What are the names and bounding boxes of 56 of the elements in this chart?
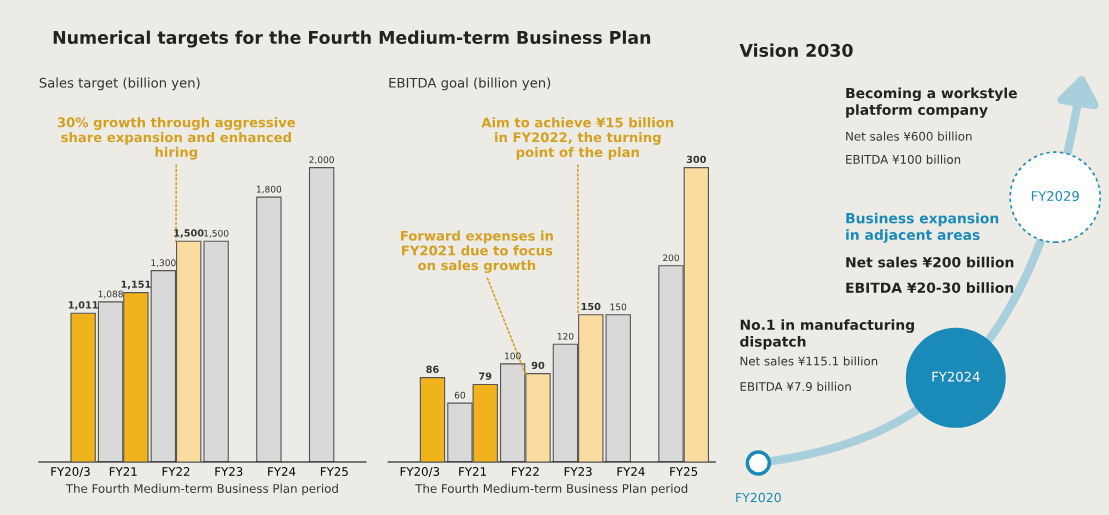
bar [256,196,282,462]
text: FY2020 [736,492,781,503]
chart-subtitle: EBITDA goal (billion yen) [389,77,551,91]
text: No.1 in manufacturing dispatch [740,319,914,350]
data-label: 1,300 [151,259,176,268]
x-tick-label: FY24 [268,467,296,476]
x-tick-label: FY22 [511,467,539,476]
annotation: Forward expenses in FY2021 due to focus on sales growth [401,230,553,273]
data-label: 2,000 [309,156,334,165]
data-label: 100 [505,352,521,360]
x-axis-title: The Fourth Medium-term Business Plan period [65,483,338,496]
annotation: 30% growth through aggressive share expansion and enhanced hiring [57,117,296,160]
text: EBITDA ¥7.9 billion [740,381,851,392]
data-label: 86 [426,365,439,373]
data-label: 200 [663,254,679,262]
text: Business expansion in adjacent areas [846,212,999,243]
chart-title: Numerical targets for the Fourth Medium-term Business Plan [53,30,651,48]
data-label: 1,500 [204,229,229,238]
text: Net sales ¥115.1 billion [740,356,878,366]
x-tick-label: FY20/3 [400,467,440,477]
bar [308,167,335,462]
data-label: 60 [454,391,466,399]
data-label: 79 [479,372,492,380]
x-tick-label: FY22 [162,467,190,476]
x-axis-title: The Fourth Medium-term Business Plan period [415,483,688,496]
data-label: 300 [686,155,706,164]
x-tick-label: FY23 [215,467,243,476]
data-label: 90 [531,361,545,370]
x-tick-label: FY21 [459,467,486,476]
bar [70,312,96,462]
data-label: 120 [557,332,574,340]
chart-subtitle: Sales target (billion yen) [39,77,200,91]
text: EBITDA ¥100 billion [846,154,961,164]
text: FY2024 [932,371,980,382]
text: Net sales ¥600 billion [846,131,972,141]
annotation: Aim to achieve ¥15 billion in FY2022, the turning point of the plan [481,117,674,160]
text: FY2029 [1031,191,1079,202]
text: Net sales ¥200 billion [846,256,1014,268]
data-label: 1,800 [256,185,282,194]
bar [419,377,446,462]
text: Becoming a workstyle platform company [846,87,1017,118]
data-label: 1,500 [174,229,204,238]
x-tick-label: FY20/3 [51,467,90,477]
x-tick-label: FY24 [617,467,645,476]
text: EBITDA ¥20-30 billion [846,282,1014,293]
text: Vision 2030 [739,43,853,57]
x-tick-label: FY25 [320,467,348,476]
data-label: 1,011 [68,301,98,310]
x-tick-label: FY25 [670,467,698,476]
x-tick-label: FY23 [564,467,592,476]
data-label: 150 [610,303,627,311]
x-tick-label: FY21 [109,467,137,476]
bar [203,240,229,462]
data-label: 150 [581,302,601,311]
data-label: 1,088 [98,290,123,299]
data-label: 1,151 [121,280,151,290]
